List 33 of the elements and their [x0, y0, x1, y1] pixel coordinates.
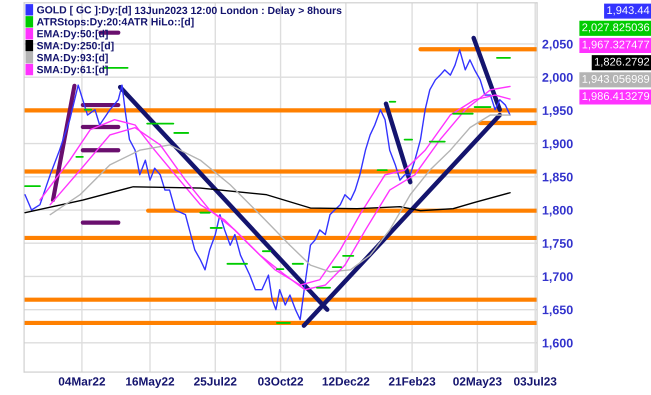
y-tick-label: 1,800: [542, 206, 573, 216]
line-series: [50, 114, 511, 272]
text: 2,027.825036: [582, 23, 650, 33]
y-tick-label: 1,950: [542, 106, 573, 117]
x-tick-label: 12Dec22: [322, 377, 370, 386]
legend-label: ATRStops:Dy:20:4ATR HiLo::[d]: [36, 18, 194, 28]
x-tick-label: 03Jul23: [514, 376, 556, 386]
line-series: [24, 186, 511, 214]
x-tick-label: 03Oct22: [258, 377, 304, 386]
y-tick-label: 1,850: [542, 172, 573, 184]
legend-label: EMA:Dy:50:[d]: [37, 30, 108, 40]
x-tick-label: 02May23: [453, 377, 502, 388]
text: 1,986.413279: [582, 92, 650, 102]
text: 1,943.44: [607, 6, 650, 16]
y-tick-label: 1,900: [542, 139, 573, 150]
y-tick-label: 1,750: [542, 239, 573, 250]
text: 1,967.327477: [582, 40, 650, 50]
legend-label: SMA:Dy:250:[d]: [36, 42, 114, 52]
x-tick-label: 04Mar22: [58, 377, 106, 386]
text: 1,943.056989: [582, 74, 650, 84]
y-tick-label: 1,700: [542, 272, 573, 283]
chart-title: 13Jun2023 12:00 London : Delay > 8hours: [135, 6, 342, 16]
legend-label: SMA:Dy:93:[d]: [36, 54, 108, 64]
x-tick-label: 21Feb23: [388, 376, 436, 386]
y-tick-label: 2,050: [542, 40, 573, 50]
y-tick-label: 1,650: [542, 305, 573, 316]
y-tick-label: 2,000: [542, 72, 573, 84]
text: 1,826.2792: [594, 58, 650, 67]
x-tick-label: 25Jul22: [194, 376, 236, 386]
y-tick-label: 1,600: [542, 338, 573, 350]
legend-label: GOLD [ GC ]:Dy:[d]: [37, 6, 131, 16]
legend-label: SMA:Dy:61:[d]: [36, 66, 108, 76]
x-tick-label: 16May22: [126, 377, 174, 388]
